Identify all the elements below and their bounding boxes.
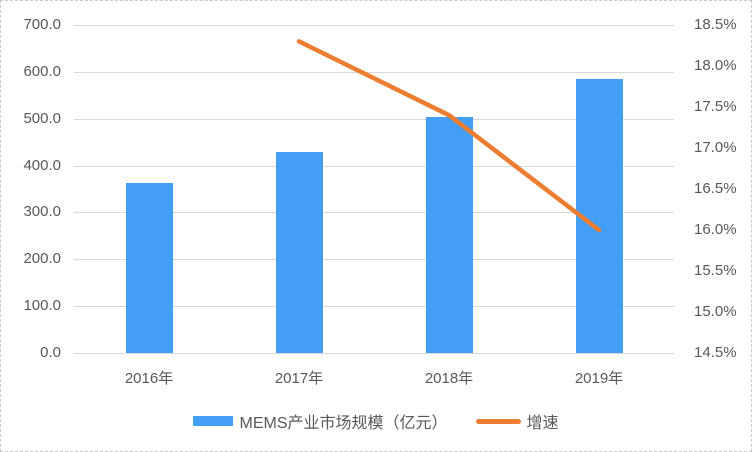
left-axis-tick-label: 200.0: [23, 250, 61, 267]
right-axis-tick-label: 17.0%: [694, 139, 737, 156]
legend-item-market-size: MEMS产业市场规模（亿元）: [193, 409, 448, 433]
left-axis-tick-label: 300.0: [23, 203, 61, 220]
x-axis-label-2016年: 2016年: [124, 370, 174, 387]
legend-bar-label: MEMS产业市场规模（亿元）: [239, 415, 448, 432]
right-axis-tick-label: 15.0%: [694, 303, 737, 320]
gridline: [74, 25, 674, 26]
bar-2017年: [276, 152, 323, 353]
right-axis-tick-label: 15.5%: [694, 262, 737, 279]
right-axis-tick-label: 14.5%: [694, 344, 737, 361]
right-axis-tick-label: 16.5%: [694, 180, 737, 197]
gridline: [74, 353, 674, 354]
legend-line-swatch: [475, 418, 521, 424]
gridline: [74, 72, 674, 73]
legend-item-growth: 增速: [475, 409, 559, 433]
left-axis-tick-label: 400.0: [23, 157, 61, 174]
legend-line-label: 增速: [526, 415, 559, 432]
gridline: [74, 306, 674, 307]
left-axis-tick-label: 500.0: [23, 110, 61, 127]
right-axis-tick-label: 18.0%: [694, 57, 737, 74]
left-axis-tick-label: 100.0: [23, 297, 61, 314]
left-axis-tick-label: 600.0: [23, 63, 61, 80]
x-axis-label-2018年: 2018年: [424, 370, 474, 387]
gridline: [74, 259, 674, 260]
x-axis-label-2019年: 2019年: [574, 370, 624, 387]
bar-2018年: [426, 117, 473, 353]
left-axis-tick-label: 0.0: [40, 344, 61, 361]
legend: MEMS产业市场规模（亿元） 增速: [1, 409, 751, 433]
right-axis-tick-label: 17.5%: [694, 98, 737, 115]
x-axis-label-2017年: 2017年: [274, 370, 324, 387]
right-axis-tick-label: 18.5%: [694, 16, 737, 33]
right-axis-tick-label: 16.0%: [694, 221, 737, 238]
legend-bar-swatch: [193, 416, 234, 426]
left-axis-tick-label: 700.0: [23, 16, 61, 33]
bar-2016年: [126, 183, 173, 353]
bar-2019年: [576, 79, 623, 353]
